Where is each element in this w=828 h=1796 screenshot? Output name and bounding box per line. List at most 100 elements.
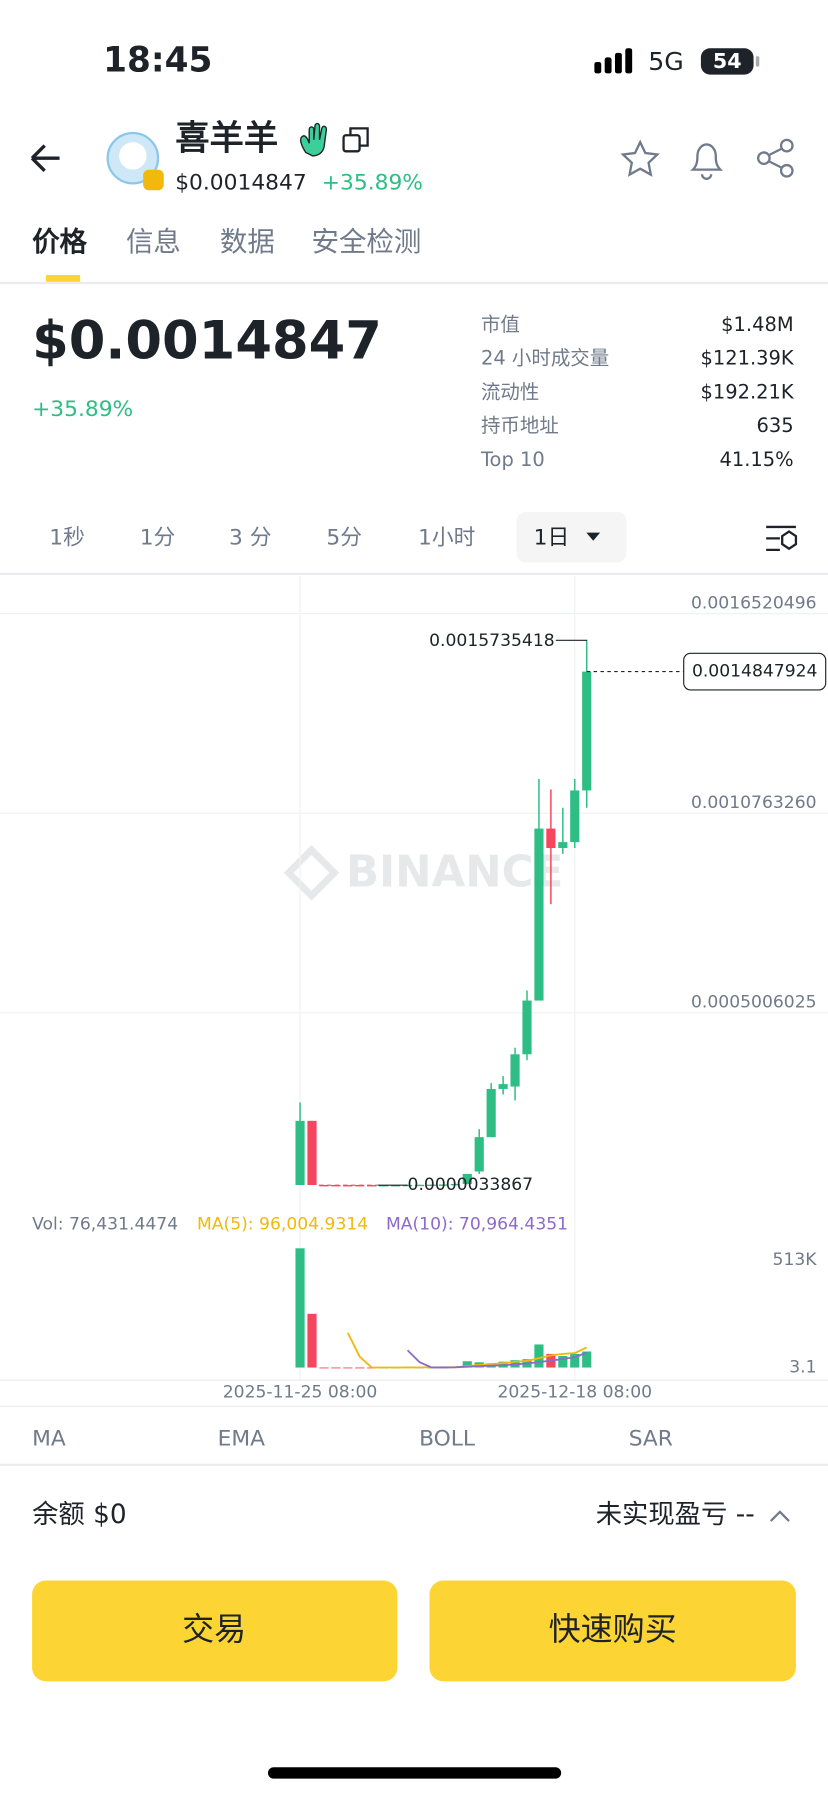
candle-body xyxy=(343,1185,353,1187)
interval-bar: 1秒 1分 3 分 5分 1小时 1日 xyxy=(49,525,569,550)
y-tick-label: 0.0005006025 xyxy=(691,993,817,1013)
status-time: 18:45 xyxy=(103,40,212,80)
chart-settings[interactable] xyxy=(766,525,798,551)
y-tick-label: 513K xyxy=(773,1250,818,1270)
chain-badge xyxy=(143,169,164,191)
stat-label: 流动性 xyxy=(481,380,539,403)
interval[interactable]: 1小时 xyxy=(418,525,475,550)
copy-button[interactable] xyxy=(342,127,369,153)
candle-body xyxy=(486,1088,496,1138)
last-price-label: 0.0014847924 xyxy=(692,662,818,682)
share-button[interactable] xyxy=(756,138,794,178)
quick-buy-button[interactable] xyxy=(429,1580,796,1682)
candle-body xyxy=(510,1054,520,1087)
avatar-face xyxy=(119,142,147,170)
volume-bar xyxy=(331,1367,341,1369)
stat-value: $1.48M xyxy=(721,313,793,336)
unrealized-pnl: 未实现盈亏 -- xyxy=(596,1500,755,1530)
back-button[interactable] xyxy=(30,144,60,172)
trade-button[interactable] xyxy=(32,1580,398,1682)
trade-button-label[interactable]: 交易 xyxy=(182,1610,246,1648)
candle-body xyxy=(498,1084,508,1089)
candle-body xyxy=(295,1120,305,1185)
battery-level: 54 xyxy=(713,49,742,73)
high-pointer xyxy=(555,639,588,641)
tab[interactable]: 信息 xyxy=(126,226,181,258)
tab[interactable]: 数据 xyxy=(220,226,275,258)
big-change: +35.89% xyxy=(32,397,133,422)
indicator[interactable]: BOLL xyxy=(419,1427,475,1452)
volume-bar xyxy=(534,1344,544,1368)
candle-body xyxy=(570,790,580,843)
home-indicator xyxy=(267,1767,562,1779)
interval-dropdown[interactable] xyxy=(586,532,601,541)
candle-body xyxy=(558,842,568,849)
stat-label: Top 10 xyxy=(480,448,545,471)
ma-line xyxy=(406,1349,588,1369)
watermark-text: BINANCE xyxy=(346,848,563,898)
quick-buy-button-label[interactable]: 快速购买 xyxy=(549,1610,677,1648)
interval[interactable]: 5分 xyxy=(326,525,362,550)
tab[interactable]: 安全检测 xyxy=(312,226,422,258)
legend-entry: MA(10): 70,964.4351 xyxy=(386,1214,568,1234)
candle-body xyxy=(462,1173,472,1184)
stat-label: 市值 xyxy=(481,313,520,336)
candle-body xyxy=(522,1000,532,1055)
tab[interactable]: 价格 xyxy=(32,226,87,258)
x-tick-label: 2025-11-25 08:00 xyxy=(223,1383,378,1403)
low-label: 0.0000033867 xyxy=(408,1175,534,1195)
tab-bar: 价格 信息 数据 安全检测 xyxy=(32,226,421,258)
interval[interactable]: 1秒 xyxy=(49,525,85,550)
candle-body xyxy=(438,1184,448,1186)
volume-bar xyxy=(570,1353,580,1368)
volume-bar xyxy=(307,1313,317,1368)
stat-value: 41.15% xyxy=(719,448,793,471)
candle-body xyxy=(474,1137,484,1172)
alert-button[interactable] xyxy=(690,143,724,180)
stat-value: $192.21K xyxy=(700,380,794,403)
volume-bar xyxy=(295,1248,305,1368)
candle-body xyxy=(534,828,544,1001)
volume-bar xyxy=(355,1367,365,1369)
last-price-box xyxy=(683,652,827,691)
high-label: 0.0015735418 xyxy=(429,631,555,651)
y-tick-label: 0.0016520496 xyxy=(691,593,817,613)
indicator-bar: MA EMA BOLL SAR xyxy=(32,1427,673,1452)
candle-chart: 0.0016520496 0.0010763260 0.0005006025 2025… xyxy=(0,576,828,1403)
candle-body xyxy=(546,828,556,849)
indicator[interactable]: MA xyxy=(32,1427,66,1452)
expand-button[interactable] xyxy=(769,1510,790,1522)
volume-bar xyxy=(582,1351,592,1368)
favorite-button[interactable] xyxy=(620,139,660,177)
interval[interactable]: 3 分 xyxy=(229,525,272,550)
candle-body xyxy=(319,1184,329,1187)
stat-value: $121.39K xyxy=(700,347,794,370)
stat-label: 24 小时成交量 xyxy=(481,347,609,370)
candle-body xyxy=(379,1185,389,1187)
battery-tip xyxy=(755,56,760,67)
battery xyxy=(700,48,754,75)
volume-bar xyxy=(343,1367,353,1369)
indicator[interactable]: EMA xyxy=(218,1427,266,1452)
candle-body xyxy=(307,1120,317,1185)
tab-indicator xyxy=(45,274,81,282)
stat-value: 635 xyxy=(757,414,794,437)
legend-entry: Vol: 76,431.4474 xyxy=(32,1214,178,1234)
y-tick-label: 3.1 xyxy=(789,1358,816,1378)
candle-body xyxy=(450,1183,460,1186)
volume-bar xyxy=(558,1355,568,1368)
volume-chart: 513K 3.1 Vol: 76,431.4474 MA(5): 96,004.931… xyxy=(32,1214,817,1377)
interval[interactable]: 1分 xyxy=(140,525,176,550)
candle-body xyxy=(426,1184,437,1187)
big-price: $0.0014847 xyxy=(32,310,382,371)
network: 5G xyxy=(648,47,684,76)
x-tick-label: 2025-12-18 08:00 xyxy=(497,1383,652,1403)
volume-bar xyxy=(462,1361,472,1368)
volume-bar xyxy=(319,1367,329,1369)
header-price: $0.0014847 xyxy=(175,170,306,195)
token-name: 喜羊羊 xyxy=(175,118,278,158)
stat-label: 持币地址 xyxy=(481,414,559,437)
indicator[interactable]: SAR xyxy=(629,1427,673,1452)
interval[interactable]: 1日 xyxy=(534,525,570,550)
